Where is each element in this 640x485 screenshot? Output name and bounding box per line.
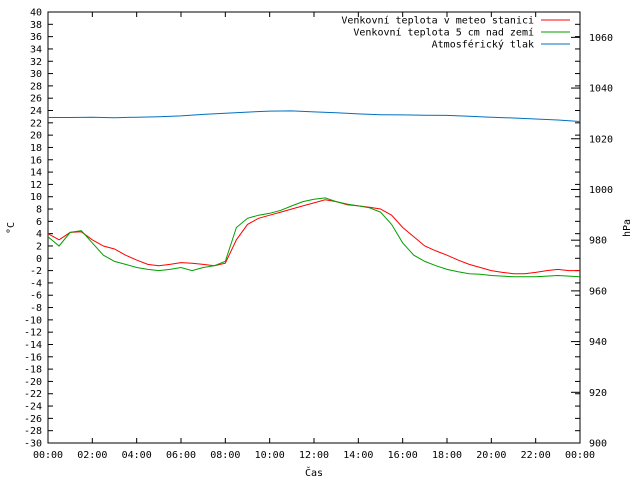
left-y-tick-label: 32 [30, 57, 42, 68]
left-y-tick-label: -16 [24, 352, 42, 363]
x-axis-label: Čas [305, 466, 323, 479]
right-y-tick-label: 1000 [589, 185, 613, 196]
right-y-axis-label: hPa [622, 219, 633, 237]
x-tick-label: 20:00 [476, 450, 506, 461]
left-y-tick-label: 40 [30, 8, 42, 19]
x-tick-label: 02:00 [77, 450, 107, 461]
left-y-tick-label: 10 [30, 192, 42, 203]
left-y-tick-label: 4 [36, 229, 42, 240]
right-y-tick-label: 960 [589, 286, 607, 297]
legend-label: Atmosférický tlak [432, 39, 534, 51]
left-y-tick-label: -12 [24, 328, 42, 339]
x-tick-label: 04:00 [122, 450, 152, 461]
legend-label: Venkovní teplota 5 cm nad zemí [353, 27, 534, 39]
left-y-tick-label: 34 [30, 44, 42, 55]
right-y-tick-label: 980 [589, 236, 607, 247]
plot-frame [47, 11, 581, 444]
left-y-tick-label: -10 [24, 315, 42, 326]
left-y-tick-label: -4 [30, 278, 42, 289]
left-y-tick-label: 2 [36, 241, 42, 252]
right-y-tick-label: 1060 [589, 33, 613, 44]
left-y-tick-label: -6 [30, 291, 42, 302]
right-y-tick-label: 940 [589, 337, 607, 348]
left-y-tick-label: 20 [30, 131, 42, 142]
left-y-tick-label: -22 [24, 389, 42, 400]
left-y-tick-label: -18 [24, 365, 42, 376]
left-y-tick-label: -14 [24, 340, 42, 351]
x-tick-label: 22:00 [521, 450, 551, 461]
x-tick-label: 16:00 [388, 450, 418, 461]
left-y-tick-label: 14 [30, 168, 42, 179]
left-y-tick-label: 28 [30, 81, 42, 92]
left-y-tick-label: 22 [30, 118, 42, 129]
x-tick-label: 18:00 [432, 450, 462, 461]
right-y-tick-label: 1040 [589, 84, 613, 95]
x-tick-label: 06:00 [166, 450, 196, 461]
left-y-tick-label: -26 [24, 414, 42, 425]
left-y-tick-label: -2 [30, 266, 42, 277]
left-y-tick-label: 8 [36, 205, 42, 216]
right-y-tick-label: 1020 [589, 134, 613, 145]
legend-label: Venkovní teplota v meteo stanici [341, 15, 534, 27]
left-y-tick-label: -8 [30, 303, 42, 314]
left-y-tick-label: 16 [30, 155, 42, 166]
left-y-tick-label: 38 [30, 20, 42, 31]
left-y-tick-label: 6 [36, 217, 42, 228]
left-y-tick-label: 36 [30, 32, 42, 43]
right-y-tick-label: 920 [589, 388, 607, 399]
right-y-tick-label: 900 [589, 439, 607, 450]
x-tick-label: 14:00 [343, 450, 373, 461]
x-tick-label: 12:00 [299, 450, 329, 461]
series-line-3 [48, 110, 581, 122]
left-y-tick-label: -30 [24, 439, 42, 450]
left-y-tick-label: 18 [30, 143, 42, 154]
series-line-2 [47, 197, 581, 278]
left-y-tick-label: 26 [30, 94, 42, 105]
x-tick-label: 00:00 [565, 450, 595, 461]
x-tick-label: 08:00 [210, 450, 240, 461]
left-y-tick-label: -28 [24, 426, 42, 437]
left-y-axis-label: °C [6, 222, 17, 234]
x-tick-label: 10:00 [255, 450, 285, 461]
x-tick-label: 00:00 [33, 450, 63, 461]
left-y-tick-label: 12 [30, 180, 42, 191]
left-y-tick-label: 24 [30, 106, 42, 117]
left-y-tick-label: -24 [24, 402, 42, 413]
series-line-1 [47, 199, 580, 275]
left-y-tick-label: 30 [30, 69, 42, 80]
left-y-tick-label: 0 [36, 254, 42, 265]
left-y-tick-label: -20 [24, 377, 42, 388]
